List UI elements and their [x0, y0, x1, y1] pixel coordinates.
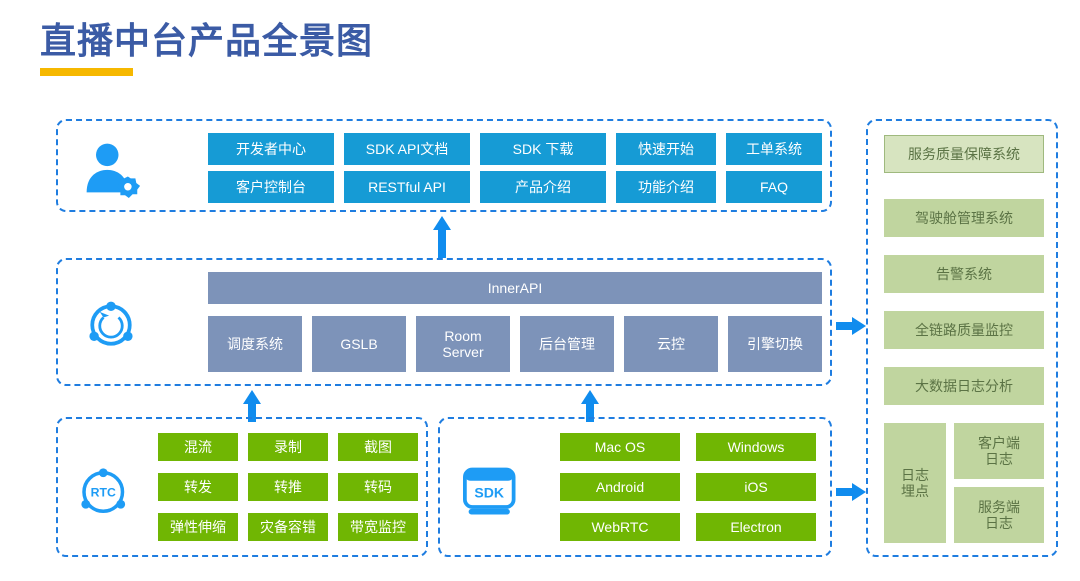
log-bury-box: 日志 埋点 — [884, 423, 946, 543]
qos-system-box: 服务质量保障系统 — [884, 135, 1044, 173]
screenshot-box: 截图 — [338, 433, 418, 461]
forward-box: 转发 — [158, 473, 238, 501]
arrow-sdk-to-right — [836, 483, 866, 501]
title-underline — [40, 68, 133, 76]
full-link-monitor-box: 全链路质量监控 — [884, 311, 1044, 349]
svg-text:RTC: RTC — [91, 485, 116, 499]
cockpit-mgmt-box: 驾驶舱管理系统 — [884, 199, 1044, 237]
innerapi-bar: InnerAPI — [208, 272, 822, 304]
bandwidth-monitor-box: 带宽监控 — [338, 513, 418, 541]
macos-box: Mac OS — [560, 433, 680, 461]
rtc-icon: RTC — [70, 459, 140, 525]
panel-innerapi: InnerAPI 调度系统 GSLB Room Server 后台管理 云控 引… — [56, 258, 832, 386]
customer-console-box: 客户控制台 — [208, 171, 334, 203]
restful-api-box: RESTful API — [344, 171, 470, 203]
android-box: Android — [560, 473, 680, 501]
page-title: 直播中台产品全景图 — [40, 12, 373, 64]
dev-center-box: 开发者中心 — [208, 133, 334, 165]
arrow-mid-to-right — [836, 317, 866, 335]
panel-rtc: RTC 混流 录制 截图 转发 转推 转码 弹性伸缩 灾备容错 带宽监控 — [56, 417, 428, 557]
ios-box: iOS — [696, 473, 816, 501]
sdk-icon: SDK — [454, 457, 532, 527]
sdk-download-box: SDK 下载 — [480, 133, 606, 165]
node-ring-icon — [76, 292, 146, 358]
ticket-system-box: 工单系统 — [726, 133, 822, 165]
alarm-system-box: 告警系统 — [884, 255, 1044, 293]
arrow-mid-to-top — [433, 216, 451, 258]
gslb-box: GSLB — [312, 316, 406, 372]
electron-box: Electron — [696, 513, 816, 541]
repush-box: 转推 — [248, 473, 328, 501]
windows-box: Windows — [696, 433, 816, 461]
bigdata-log-box: 大数据日志分析 — [884, 367, 1044, 405]
faq-box: FAQ — [726, 171, 822, 203]
panel-quality: 服务质量保障系统 驾驶舱管理系统 告警系统 全链路质量监控 大数据日志分析 日志… — [866, 119, 1058, 557]
mix-stream-box: 混流 — [158, 433, 238, 461]
quick-start-box: 快速开始 — [616, 133, 716, 165]
engine-switch-box: 引擎切换 — [728, 316, 822, 372]
page-title-wrap: 直播中台产品全景图 — [40, 12, 373, 76]
sdk-api-doc-box: SDK API文档 — [344, 133, 470, 165]
room-server-box: Room Server — [416, 316, 510, 372]
webrtc-box: WebRTC — [560, 513, 680, 541]
panel-sdk: SDK Mac OS Windows Android iOS WebRTC El… — [438, 417, 832, 557]
cloud-ctrl-box: 云控 — [624, 316, 718, 372]
record-box: 录制 — [248, 433, 328, 461]
server-log-box: 服务端 日志 — [954, 487, 1044, 543]
feature-intro-box: 功能介绍 — [616, 171, 716, 203]
user-gear-icon — [76, 135, 146, 201]
backend-mgmt-box: 后台管理 — [520, 316, 614, 372]
dispatch-box: 调度系统 — [208, 316, 302, 372]
elastic-scale-box: 弹性伸缩 — [158, 513, 238, 541]
product-intro-box: 产品介绍 — [480, 171, 606, 203]
client-log-box: 客户端 日志 — [954, 423, 1044, 479]
panel-developer: 开发者中心 SDK API文档 SDK 下载 快速开始 工单系统 客户控制台 R… — [56, 119, 832, 212]
svg-text:SDK: SDK — [474, 485, 505, 501]
transcode-box: 转码 — [338, 473, 418, 501]
dr-box: 灾备容错 — [248, 513, 328, 541]
